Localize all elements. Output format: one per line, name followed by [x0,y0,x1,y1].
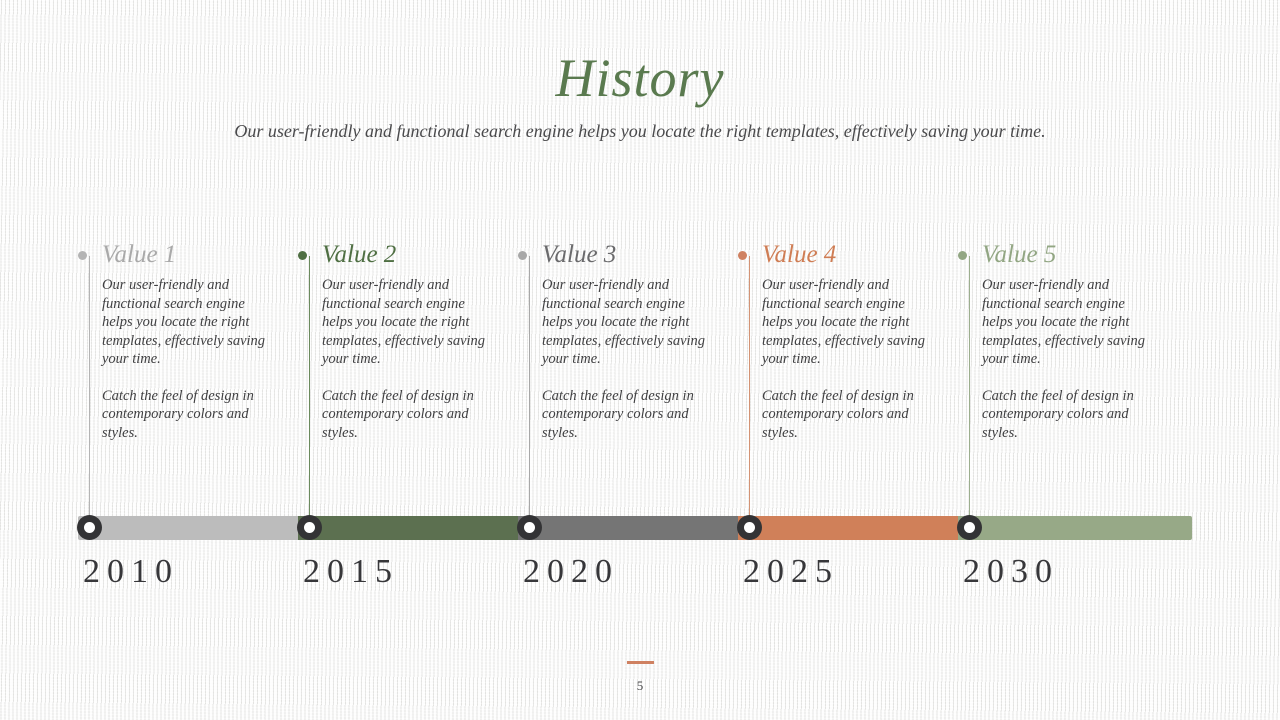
timeline-column-4: Value 4 Our user-friendly and functional … [738,240,938,442]
column-header: Value 5 [958,240,1158,276]
page-number: 5 [636,678,644,693]
timeline-segment-5 [958,516,1192,540]
column-paragraph-2: Catch the feel of design in contemporary… [762,387,914,441]
marker-center-dot [964,522,975,533]
year-label-1: 2010 [83,553,179,590]
column-paragraph-2: Catch the feel of design in contemporary… [102,387,254,441]
column-paragraph-1: Our user-friendly and functional search … [322,277,486,367]
column-title: Value 4 [762,241,837,268]
column-paragraph-2: Catch the feel of design in contemporary… [542,387,694,441]
year-label-2: 2015 [303,553,399,590]
timeline-column-3: Value 3 Our user-friendly and functional … [518,240,718,442]
column-header: Value 4 [738,240,938,276]
column-body: Our user-friendly and functional search … [762,276,938,442]
marker-center-dot [524,522,535,533]
page-title: History [555,48,725,108]
timeline-column-5: Value 5 Our user-friendly and functional … [958,240,1158,442]
column-body: Our user-friendly and functional search … [102,276,278,442]
bullet-dot-icon [298,251,307,260]
timeline-marker-5[interactable] [957,515,982,540]
column-title: Value 1 [102,241,177,268]
column-paragraph-2: Catch the feel of design in contemporary… [982,387,1134,441]
timeline-marker-3[interactable] [517,515,542,540]
year-label-5: 2030 [963,553,1059,590]
column-title: Value 3 [542,241,617,268]
timeline-bar [78,516,1192,540]
column-title: Value 2 [322,241,397,268]
timeline-segment-2 [298,516,518,540]
timeline-segment-3 [518,516,738,540]
column-body: Our user-friendly and functional search … [542,276,718,442]
column-paragraph-1: Our user-friendly and functional search … [982,277,1146,367]
timeline-segment-4 [738,516,958,540]
bullet-dot-icon [518,251,527,260]
marker-center-dot [304,522,315,533]
footer-rule [627,661,654,664]
marker-center-dot [744,522,755,533]
column-body: Our user-friendly and functional search … [982,276,1158,442]
column-header: Value 3 [518,240,718,276]
timeline-marker-2[interactable] [297,515,322,540]
page-subtitle: Our user-friendly and functional search … [234,121,1046,141]
timeline-marker-4[interactable] [737,515,762,540]
column-header: Value 2 [298,240,498,276]
timeline-segment-1 [78,516,298,540]
column-paragraph-1: Our user-friendly and functional search … [102,277,266,367]
timeline-column-2: Value 2 Our user-friendly and functional … [298,240,498,442]
year-label-3: 2020 [523,553,619,590]
column-paragraph-1: Our user-friendly and functional search … [542,277,706,367]
timeline-marker-1[interactable] [77,515,102,540]
bullet-dot-icon [738,251,747,260]
column-paragraph-1: Our user-friendly and functional search … [762,277,926,367]
year-label-4: 2025 [743,553,839,590]
bullet-dot-icon [78,251,87,260]
bullet-dot-icon [958,251,967,260]
column-body: Our user-friendly and functional search … [322,276,498,442]
column-title: Value 5 [982,241,1057,268]
column-header: Value 1 [78,240,278,276]
timeline-column-1: Value 1 Our user-friendly and functional … [78,240,278,442]
marker-center-dot [84,522,95,533]
column-paragraph-2: Catch the feel of design in contemporary… [322,387,474,441]
